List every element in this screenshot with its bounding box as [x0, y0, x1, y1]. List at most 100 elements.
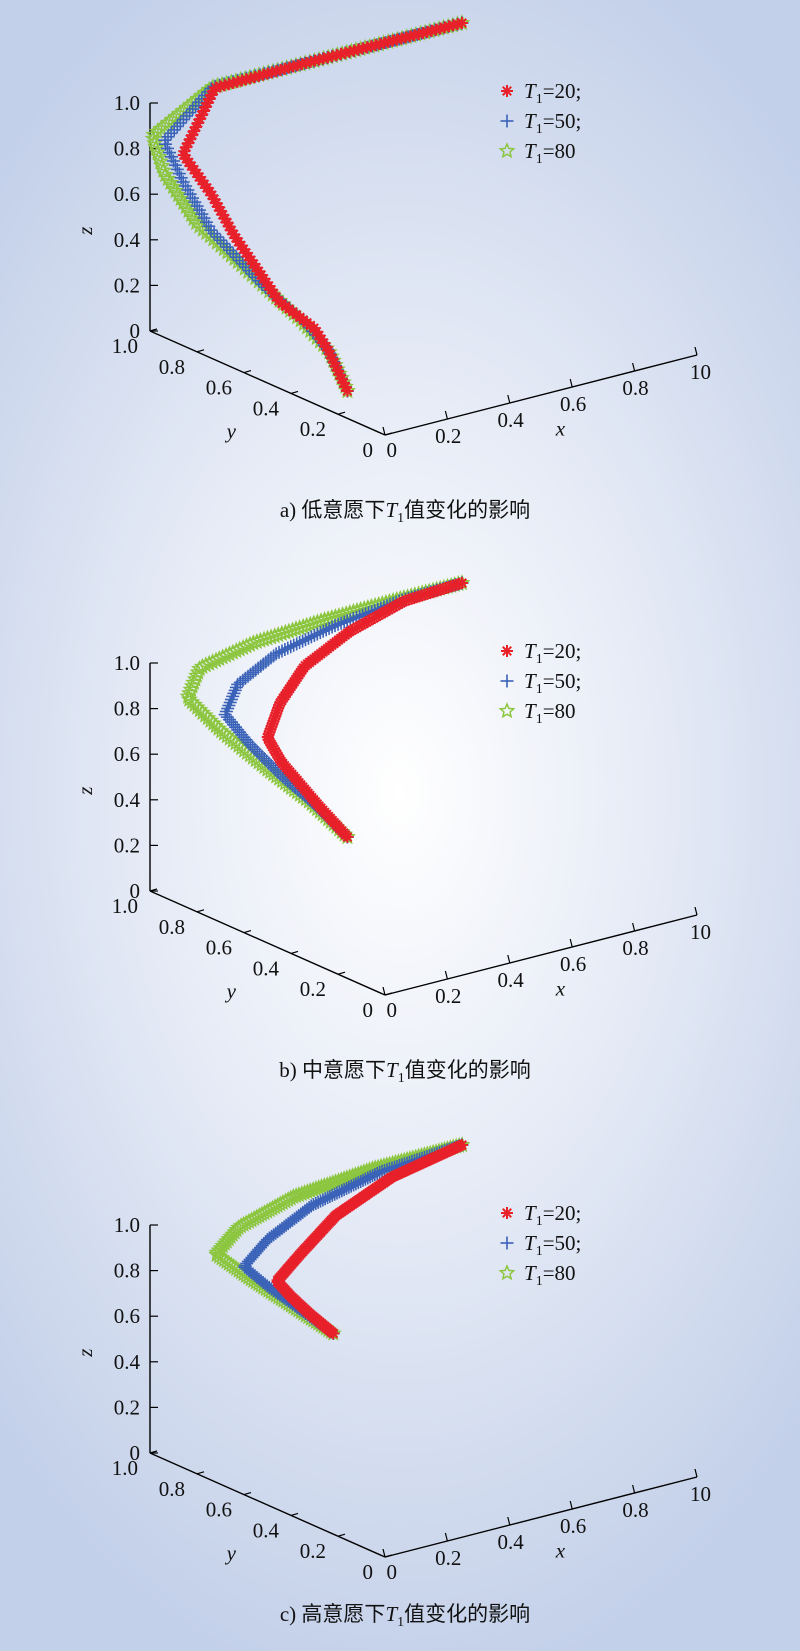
- legend: T1=20;T1=50;T1=80: [498, 639, 581, 727]
- x-tick: [632, 1484, 636, 1494]
- y-tick-label: 1.0: [112, 334, 138, 358]
- data-point: [207, 227, 221, 241]
- data-point: [228, 683, 242, 697]
- legend-marker-3: [498, 1264, 516, 1281]
- z-tick-label: 1.0: [114, 91, 140, 115]
- y-tick-label: 0.8: [159, 355, 185, 379]
- z-tick-label: 0.8: [114, 1259, 140, 1283]
- x-tick-label: 0.2: [435, 424, 461, 448]
- data-point: [287, 638, 301, 652]
- data-point: [304, 630, 318, 644]
- y-tick: [290, 390, 299, 394]
- data-point: [224, 693, 238, 706]
- legend-marker-1: [501, 1207, 513, 1219]
- x-tick-label: 0.2: [435, 1546, 461, 1570]
- x-tick: [507, 1516, 511, 1526]
- z-tick-label: 1.0: [114, 1213, 140, 1237]
- y-axis-line: [149, 1452, 386, 1558]
- data-point: [281, 641, 295, 655]
- series-3: [208, 1136, 471, 1341]
- y-tick-label: 0: [363, 998, 374, 1022]
- y-tick-label: 0.8: [159, 915, 185, 939]
- x-tick-label: 0: [387, 438, 398, 462]
- data-point: [302, 631, 315, 645]
- x-tick: [694, 1468, 698, 1478]
- legend-marker-2: [500, 674, 514, 688]
- series-1: [261, 577, 468, 843]
- data-point: [210, 230, 224, 244]
- data-point: [272, 645, 286, 659]
- z-tick-label: 0.8: [114, 697, 140, 721]
- z-axis-title: z: [73, 1349, 97, 1358]
- data-point: [310, 627, 324, 641]
- y-tick: [149, 1450, 158, 1454]
- data-point: [223, 696, 237, 709]
- y-tick-label: 0.6: [206, 936, 232, 960]
- y-tick: [337, 1533, 346, 1537]
- y-axis-title: y: [225, 979, 237, 1003]
- legend-label-3: T1=80: [524, 1261, 576, 1289]
- z-tick-label: 0: [130, 1441, 141, 1465]
- y-tick: [196, 1471, 205, 1475]
- data-point: [328, 619, 342, 633]
- z-tick-label: 0.6: [114, 182, 140, 206]
- y-tick-label: 0.6: [206, 1498, 232, 1522]
- x-tick: [569, 378, 573, 388]
- y-tick-label: 0.2: [300, 1539, 326, 1563]
- x-axis-title: x: [555, 1538, 566, 1562]
- y-tick: [243, 930, 252, 934]
- data-point: [173, 116, 187, 130]
- y-tick-label: 1.0: [112, 1456, 138, 1480]
- x-tick: [569, 1500, 573, 1510]
- legend: T1=20;T1=50;T1=80: [498, 79, 581, 167]
- legend-marker-1: [501, 85, 513, 97]
- data-point: [229, 250, 243, 264]
- y-axis-title: y: [225, 419, 237, 443]
- data-point: [337, 615, 351, 629]
- x-tick-label: 10: [690, 360, 711, 384]
- data-point: [189, 99, 203, 113]
- data-point: [164, 126, 178, 140]
- data-point: [170, 119, 184, 133]
- z-tick-label: 0.2: [114, 273, 140, 297]
- z-tick-label: 1.0: [114, 651, 140, 675]
- data-point: [223, 243, 237, 257]
- data-point: [456, 17, 468, 29]
- y-tick-label: 0.6: [206, 376, 232, 400]
- data-point: [456, 577, 468, 589]
- x-tick-label: 0: [387, 998, 398, 1022]
- x-tick-label: 0.6: [560, 952, 586, 976]
- legend-marker-3: [498, 702, 516, 719]
- data-point: [161, 130, 175, 144]
- y-tick: [149, 888, 158, 892]
- x-tick: [382, 1548, 386, 1558]
- legend-label-1: T1=20;: [524, 639, 581, 667]
- data-point: [267, 649, 281, 663]
- z-tick-label: 0.4: [114, 228, 141, 252]
- x-tick-label: 0.2: [435, 984, 461, 1008]
- y-tick: [243, 370, 252, 374]
- y-axis-line: [149, 890, 386, 996]
- panel-caption: a) 低意愿下T1值变化的影响: [280, 498, 530, 526]
- legend-marker-3: [498, 142, 516, 159]
- legend-label-3: T1=80: [524, 699, 576, 727]
- x-tick-label: 0.8: [622, 376, 648, 400]
- x-axis-line: [384, 354, 698, 436]
- y-tick-label: 0.4: [253, 1518, 280, 1542]
- data-point: [220, 240, 234, 254]
- y-tick-label: 0.4: [253, 396, 280, 420]
- y-tick: [384, 432, 393, 436]
- legend-marker-1: [501, 645, 513, 657]
- chart-panel-2: 00.20.40.60.81.000.20.40.60.81.000.20.40…: [73, 574, 711, 1086]
- data-point: [293, 636, 307, 649]
- z-tick-label: 0.2: [114, 1395, 140, 1419]
- data-point: [322, 621, 336, 635]
- chart-panel-3: 00.20.40.60.81.000.20.40.60.81.000.20.40…: [73, 1136, 711, 1630]
- data-point: [316, 624, 330, 638]
- data-point: [296, 634, 310, 648]
- data-point: [299, 633, 312, 647]
- legend-label-2: T1=50;: [524, 1231, 581, 1259]
- data-point: [334, 616, 348, 630]
- y-tick-label: 0.2: [300, 417, 326, 441]
- z-tick-label: 0: [130, 879, 141, 903]
